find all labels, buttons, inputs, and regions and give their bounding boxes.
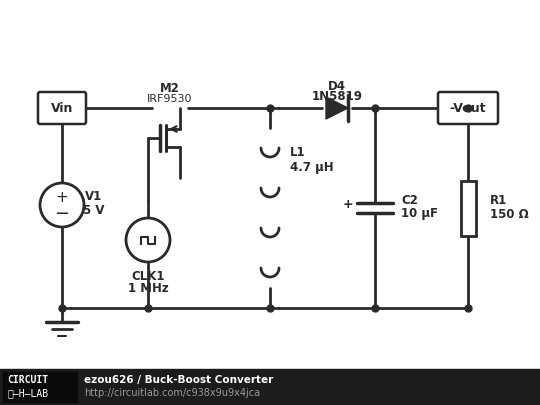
Text: M2: M2: [160, 81, 180, 94]
Text: 10 μF: 10 μF: [401, 207, 438, 220]
Text: CLK1: CLK1: [131, 269, 165, 283]
Text: CIRCUIT: CIRCUIT: [7, 375, 48, 385]
Circle shape: [126, 218, 170, 262]
Text: http://circuitlab.com/c938x9u9x4jca: http://circuitlab.com/c938x9u9x4jca: [84, 388, 260, 398]
Text: −: −: [55, 205, 70, 223]
Text: Vin: Vin: [51, 102, 73, 115]
Polygon shape: [326, 97, 348, 119]
Text: 1N5819: 1N5819: [312, 90, 362, 104]
Text: D4: D4: [328, 79, 346, 92]
Text: +: +: [56, 190, 69, 205]
Circle shape: [40, 183, 84, 227]
Text: ∿―H―LAB: ∿―H―LAB: [7, 388, 48, 398]
FancyBboxPatch shape: [461, 181, 476, 235]
FancyBboxPatch shape: [38, 92, 86, 124]
Text: 5 V: 5 V: [83, 205, 105, 217]
Text: L1: L1: [290, 147, 306, 160]
Bar: [3, 372, 77, 402]
Bar: [0, 369, 540, 405]
Text: C2: C2: [401, 194, 418, 207]
Text: +: +: [343, 198, 353, 211]
FancyBboxPatch shape: [438, 92, 498, 124]
Text: R1: R1: [490, 194, 507, 207]
Text: -Vout: -Vout: [450, 102, 486, 115]
Text: 1 MHz: 1 MHz: [127, 281, 168, 294]
Text: 4.7 μH: 4.7 μH: [290, 162, 334, 175]
Text: 150 Ω: 150 Ω: [490, 207, 529, 220]
Text: ezou626 / Buck-Boost Converter: ezou626 / Buck-Boost Converter: [84, 375, 273, 385]
Text: V1: V1: [85, 190, 103, 203]
Text: IRF9530: IRF9530: [147, 94, 193, 104]
